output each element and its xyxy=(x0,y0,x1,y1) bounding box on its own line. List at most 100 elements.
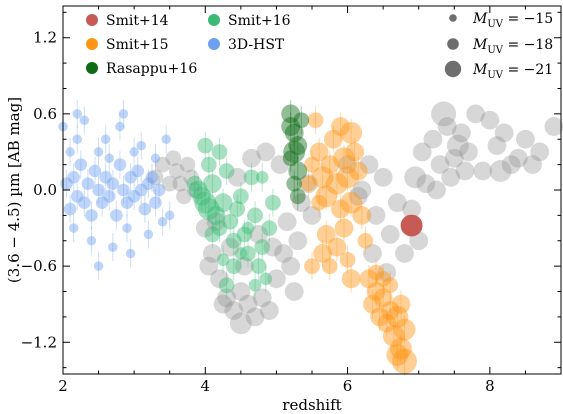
data-point xyxy=(377,263,397,282)
data-point xyxy=(313,244,333,263)
data-point xyxy=(494,123,514,143)
data-point xyxy=(192,186,212,206)
data-point xyxy=(157,216,168,227)
data-point xyxy=(281,256,301,276)
legend-entry: Smit+16 xyxy=(208,13,291,29)
data-point xyxy=(431,101,457,127)
data-point xyxy=(168,163,185,179)
data-point xyxy=(234,247,248,260)
data-point xyxy=(176,188,192,205)
data-point xyxy=(430,155,450,175)
data-point xyxy=(248,278,262,292)
legend: Smit+14 Smit+15 Rasappu+16 Smit+16 3D-HST MUV… xyxy=(86,11,553,81)
data-point xyxy=(250,258,267,274)
data-point xyxy=(340,191,363,214)
series-3d-hst xyxy=(58,99,175,281)
data-point xyxy=(161,175,178,192)
data-point xyxy=(197,137,214,154)
data-point xyxy=(402,199,421,219)
data-point xyxy=(72,134,82,144)
data-point xyxy=(204,226,221,243)
series-comparison xyxy=(147,101,563,335)
data-point xyxy=(452,123,471,143)
data-point xyxy=(366,282,386,301)
data-point xyxy=(129,147,139,157)
y-tick-label: 0.0 xyxy=(33,181,57,199)
data-point xyxy=(270,155,290,175)
data-point xyxy=(67,171,80,184)
data-point xyxy=(391,348,417,374)
data-point xyxy=(348,186,368,206)
data-point xyxy=(249,225,269,244)
data-point xyxy=(188,180,208,200)
data-point xyxy=(302,205,322,225)
data-point xyxy=(241,221,255,235)
data-point xyxy=(259,301,279,320)
data-point xyxy=(216,253,230,267)
legend-label: Smit+14 xyxy=(106,13,169,29)
data-point xyxy=(391,294,411,314)
size-legend-entry: MUV = −18 xyxy=(447,37,553,56)
data-point xyxy=(368,264,384,281)
data-point xyxy=(300,175,317,192)
data-point xyxy=(108,242,118,252)
data-point xyxy=(236,226,253,243)
data-point xyxy=(311,166,334,189)
data-point xyxy=(489,160,512,182)
data-point xyxy=(70,190,84,203)
data-point xyxy=(224,301,244,320)
data-point xyxy=(78,196,91,209)
data-point xyxy=(359,155,379,175)
data-point xyxy=(186,182,203,198)
data-point xyxy=(106,177,120,190)
data-point xyxy=(138,202,152,216)
legend-marker xyxy=(208,14,220,26)
data-point xyxy=(213,193,233,213)
x-tick-label: 8 xyxy=(485,377,495,395)
data-point xyxy=(444,148,464,168)
legend-label: Smit+15 xyxy=(106,37,169,53)
data-point xyxy=(127,190,141,203)
data-point xyxy=(338,155,357,175)
data-point xyxy=(309,142,329,162)
data-point xyxy=(124,171,137,184)
legend-label: Smit+16 xyxy=(228,13,291,29)
data-point xyxy=(231,282,251,301)
size-legend-marker xyxy=(447,38,459,50)
data-point xyxy=(238,294,258,314)
size-legend-marker xyxy=(444,60,462,78)
data-point xyxy=(256,142,276,162)
data-point xyxy=(380,225,400,244)
data-point xyxy=(203,174,222,194)
data-point xyxy=(154,156,171,173)
legend-marker xyxy=(86,62,98,74)
data-point xyxy=(211,220,228,236)
data-point xyxy=(446,134,469,157)
data-point xyxy=(233,188,249,205)
data-point xyxy=(88,164,102,178)
data-point xyxy=(304,258,320,274)
data-point xyxy=(274,244,293,263)
data-point xyxy=(142,177,155,190)
data-point xyxy=(211,144,228,160)
data-point xyxy=(386,344,409,366)
data-point xyxy=(194,191,217,214)
data-point xyxy=(172,175,189,192)
data-point xyxy=(102,190,116,203)
size-legend-entry: MUV = −15 xyxy=(449,11,553,30)
data-point xyxy=(327,237,347,257)
data-point xyxy=(286,175,303,192)
data-point xyxy=(487,136,507,155)
data-point xyxy=(523,155,542,175)
data-point xyxy=(441,167,461,187)
data-point xyxy=(284,282,304,301)
data-point xyxy=(218,277,235,294)
y-axis-label: (3.6 − 4.5) µm [AB mag] xyxy=(5,97,23,283)
data-point xyxy=(210,269,229,289)
data-point xyxy=(307,112,324,129)
data-point xyxy=(395,244,414,263)
data-point xyxy=(227,167,247,187)
data-point xyxy=(65,147,75,157)
data-point xyxy=(222,213,239,230)
data-point xyxy=(382,324,405,347)
